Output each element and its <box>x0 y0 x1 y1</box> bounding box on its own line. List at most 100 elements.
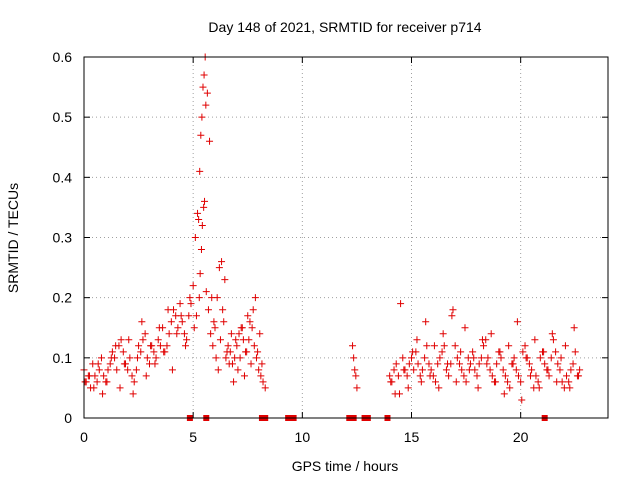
data-point <box>252 354 260 362</box>
data-point <box>99 390 107 398</box>
data-point <box>94 360 102 368</box>
data-point <box>245 336 253 344</box>
data-point <box>254 348 262 356</box>
data-point <box>183 336 191 344</box>
data-point <box>418 366 426 374</box>
data-point <box>248 324 256 332</box>
y-tick-label: 0.2 <box>53 290 73 306</box>
data-point <box>209 342 217 350</box>
data-point <box>196 167 204 175</box>
data-point <box>150 348 158 356</box>
data-point <box>261 384 269 392</box>
data-point <box>513 318 521 326</box>
data-point <box>496 348 504 356</box>
data-point <box>569 360 577 368</box>
data-point <box>201 197 209 205</box>
data-point <box>135 342 143 350</box>
data-point <box>210 318 218 326</box>
data-point <box>223 348 231 356</box>
data-point <box>208 294 216 302</box>
data-point <box>207 330 215 338</box>
data-point <box>434 360 442 368</box>
data-point <box>526 372 534 380</box>
data-point <box>466 360 474 368</box>
y-axis-label: SRMTID / TECUs <box>5 183 21 293</box>
data-point <box>390 366 398 374</box>
data-point <box>257 372 265 380</box>
data-point <box>442 366 450 374</box>
y-tick-label: 0.1 <box>53 350 73 366</box>
data-point <box>493 360 501 368</box>
data-point <box>256 330 264 338</box>
data-point <box>147 342 155 350</box>
data-point <box>484 354 492 362</box>
data-point <box>445 372 453 380</box>
data-point <box>561 342 569 350</box>
data-point <box>249 306 257 314</box>
data-point <box>167 318 175 326</box>
data-point <box>259 378 267 386</box>
data-point <box>93 378 101 386</box>
data-point <box>451 342 459 350</box>
data-point <box>141 330 149 338</box>
data-point <box>143 354 151 362</box>
data-point <box>349 342 357 350</box>
data-point <box>152 354 160 362</box>
data-point <box>474 384 482 392</box>
data-point <box>240 372 248 380</box>
data-point <box>195 294 203 302</box>
data-point <box>164 306 172 314</box>
data-point <box>190 324 198 332</box>
x-axis-label: GPS time / hours <box>292 458 399 474</box>
data-point <box>206 137 214 145</box>
data-point <box>566 384 574 392</box>
x-tick-label: 5 <box>189 429 197 445</box>
data-point <box>128 372 136 380</box>
data-point <box>456 360 464 368</box>
data-point <box>575 372 583 380</box>
data-point <box>422 318 430 326</box>
data-point <box>461 324 469 332</box>
data-point <box>394 372 402 380</box>
data-point <box>522 354 530 362</box>
data-point <box>535 384 543 392</box>
data-point <box>483 360 491 368</box>
data-point <box>202 101 210 109</box>
data-point <box>519 348 527 356</box>
data-point <box>552 348 560 356</box>
data-point <box>421 354 429 362</box>
data-point <box>104 366 112 374</box>
data-point <box>243 348 251 356</box>
data-point <box>107 354 115 362</box>
data-point <box>232 336 240 344</box>
data-point <box>509 360 517 368</box>
y-tick-labels: 0 0.1 0.2 0.3 0.4 0.5 0.6 <box>53 49 73 426</box>
data-point <box>408 354 415 362</box>
data-point <box>97 354 105 362</box>
data-point <box>125 336 133 344</box>
x-tick-label: 10 <box>295 429 311 445</box>
data-point <box>488 372 496 380</box>
data-point <box>554 360 562 368</box>
data-point <box>473 372 481 380</box>
data-point <box>395 390 403 398</box>
data-point <box>414 360 422 368</box>
data-point <box>177 312 185 320</box>
data-point <box>444 360 452 368</box>
data-point <box>413 336 421 344</box>
data-point <box>457 348 465 356</box>
data-point <box>440 342 448 350</box>
data-point <box>124 366 132 374</box>
data-point <box>246 318 254 326</box>
data-point <box>425 360 433 368</box>
data-point <box>203 89 211 97</box>
data-point <box>525 360 533 368</box>
data-point <box>353 384 361 392</box>
data-point <box>548 330 556 338</box>
data-point <box>250 342 258 350</box>
data-point <box>95 366 103 374</box>
data-point <box>220 318 228 326</box>
data-point <box>154 336 162 344</box>
data-point <box>200 203 208 211</box>
data-point <box>204 306 212 314</box>
